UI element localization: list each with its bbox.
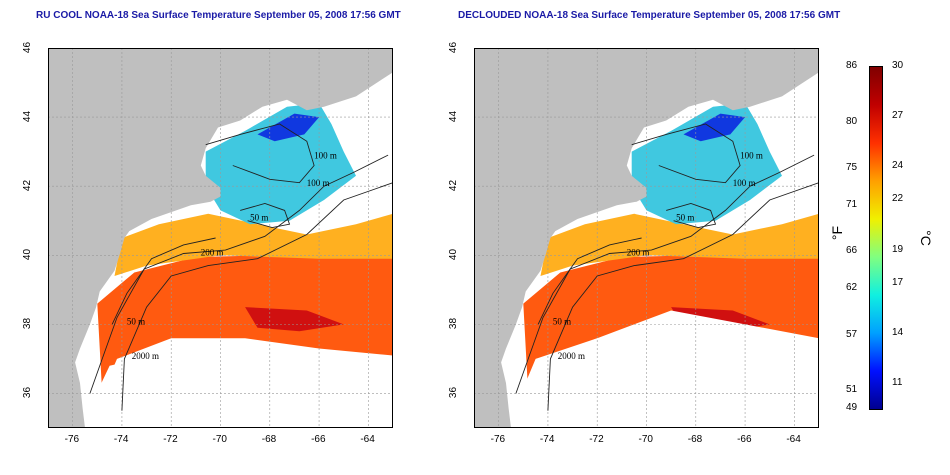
colorbar-f-label: 57	[846, 328, 858, 340]
contour-label: 50 m	[250, 213, 268, 223]
map-panel-ru-cool: 100 m 100 m 50 m 200 m 50 m 2000 m	[48, 47, 394, 428]
bathymetry-contour	[547, 182, 820, 411]
lon-tick-label: -76	[490, 434, 506, 445]
cold-core-region	[683, 113, 746, 142]
colorbar-c-label: 17	[892, 276, 904, 288]
colorbar	[869, 66, 883, 410]
colorbar-c-label: 22	[892, 193, 904, 205]
lat-tick-label: 38	[448, 318, 460, 330]
lon-tick-label: -74	[539, 434, 555, 445]
lat-tick-label: 40	[22, 249, 34, 261]
bathymetry-contour	[515, 154, 815, 394]
lon-tick-label: -66	[737, 434, 752, 445]
contour-label: 200 m	[627, 247, 650, 257]
lon-tick-label: -76	[64, 434, 80, 445]
lat-tick-label: 42	[448, 180, 460, 192]
colorbar-gradient	[870, 67, 882, 409]
lon-tick-label: -72	[589, 434, 604, 445]
colorbar-f-label: 71	[846, 199, 858, 211]
lon-tick-label: -72	[163, 434, 178, 445]
gulf-stream-region	[97, 251, 394, 394]
lat-tick-label: 44	[448, 111, 460, 123]
colorbar-f-label: 62	[846, 282, 858, 294]
slope-water-region	[114, 213, 393, 276]
map-frame	[474, 48, 819, 428]
map-frame	[48, 48, 393, 428]
lon-tick-label: -64	[786, 434, 801, 445]
contour-label: 100 m	[740, 151, 763, 161]
lat-tick-label: 46	[448, 41, 460, 54]
lat-tick-label: 46	[22, 41, 34, 54]
unit-fahrenheit: °F	[829, 225, 846, 241]
sst-map-left: 100 m 100 m 50 m 200 m 50 m 2000 m	[48, 47, 394, 428]
bathymetry-contour	[121, 182, 394, 411]
bathymetry-contour	[537, 237, 642, 325]
contour-label: 200 m	[201, 247, 224, 257]
lon-tick-label: -68	[687, 434, 703, 445]
colorbar-f-label: 51	[846, 384, 858, 396]
bathymetry-contour	[111, 237, 216, 325]
contour-label: 2000 m	[558, 351, 585, 361]
colorbar-f-label: 75	[846, 161, 858, 173]
land-mass	[48, 48, 393, 428]
colorbar-c-label: 11	[892, 376, 903, 388]
lon-tick-label: -66	[311, 434, 326, 445]
map-panel-declouded: 100 m 100 m 50 m 200 m 50 m 2000 m	[474, 47, 820, 428]
slope-water-region	[540, 213, 819, 276]
sst-map-right: 100 m 100 m 50 m 200 m 50 m 2000 m	[474, 47, 820, 428]
bathymetry-contour	[631, 123, 741, 184]
contour-label: 50 m	[676, 213, 694, 223]
land-mass	[474, 48, 819, 428]
colorbar-f-label: 86	[846, 60, 858, 71]
bathymetry-contour	[89, 154, 389, 394]
colorbar-c-label: 14	[892, 326, 904, 338]
lat-tick-label: 36	[448, 387, 460, 399]
lon-tick-label: -68	[261, 434, 277, 445]
lon-tick-label: -70	[212, 434, 227, 445]
colorbar-f-label: 66	[846, 245, 858, 257]
colorbar-c-label: 27	[892, 110, 904, 122]
lat-tick-label: 36	[22, 387, 34, 399]
title-left: RU COOL NOAA-18 Sea Surface Temperature …	[36, 10, 401, 21]
contour-label: 100 m	[307, 178, 330, 188]
unit-celsius: °C	[917, 230, 934, 246]
contour-label: 2000 m	[132, 351, 159, 361]
colorbar-c-label: 24	[892, 160, 904, 172]
colorbar-f-label: 49	[846, 402, 858, 413]
colorbar-c-label: 19	[892, 243, 904, 255]
colorbar-c-label: 30	[892, 60, 904, 71]
lat-tick-label: 42	[22, 180, 34, 192]
contour-label: 100 m	[314, 151, 337, 161]
lat-tick-label: 44	[22, 111, 34, 123]
lat-tick-label: 40	[448, 249, 460, 261]
title-right: DECLOUDED NOAA-18 Sea Surface Temperatur…	[458, 10, 841, 21]
colorbar-f-label: 80	[846, 115, 858, 127]
contour-label: 50 m	[553, 316, 571, 326]
bathymetry-contour	[666, 203, 717, 229]
cold-core-region	[257, 113, 320, 142]
lon-tick-label: -74	[113, 434, 129, 445]
contour-label: 50 m	[127, 316, 145, 326]
lat-tick-label: 38	[22, 318, 34, 330]
lon-tick-label: -64	[360, 434, 375, 445]
lon-tick-label: -70	[638, 434, 653, 445]
contour-label: 100 m	[733, 178, 756, 188]
bathymetry-contour	[240, 203, 291, 229]
bathymetry-contour	[205, 123, 315, 184]
